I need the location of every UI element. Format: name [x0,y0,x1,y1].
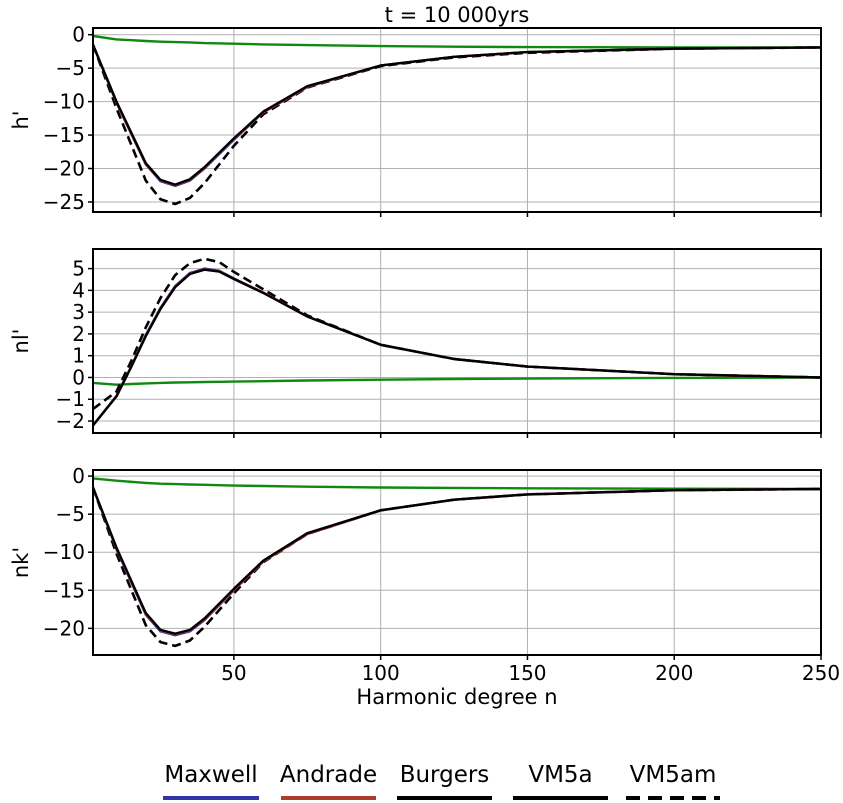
y-tick-label-1-4: 1 [72,344,85,368]
series-line-1-4 [93,376,821,386]
x-tick-label-3: 200 [655,661,693,685]
panels: 0−5−10−15−20−25h'543210−1−2nl'0−5−10−15−… [9,23,840,685]
y-tick-label-0-5: −25 [43,190,85,214]
axes-frame-2 [92,469,822,656]
y-tick-label-1-7: −2 [56,409,85,433]
axes-frame-0 [92,27,822,213]
y-tick-label-2-3: −15 [43,578,85,602]
legend-label-3: VM5a [528,762,592,788]
series-line-2-2 [93,487,821,635]
panel-0: 0 −5 −10 −15 −20 −25 h' [9,23,822,217]
y-tick-label-1-1: 4 [72,278,85,302]
x-tick-label-1: 100 [362,661,400,685]
y-tick-label-2-4: −20 [43,616,85,640]
legend-label-2: Burgers [400,762,490,788]
x-axis-label: Harmonic degree n [356,685,557,709]
series-line-2-0 [93,487,821,637]
y-tick-label-1-5: 0 [72,365,85,389]
y-tick-label-1-3: 2 [72,322,85,346]
series-line-0-2 [93,44,821,186]
series-group-1 [93,257,821,427]
y-axis-label-2: nk' [9,547,33,578]
x-tick-label-0: 50 [221,661,246,685]
y-tick-label-0-4: −20 [43,157,85,181]
y-tick-label-0-3: −15 [43,123,85,147]
x-tick-label-4: 250 [802,661,840,685]
series-line-1-0 [93,267,821,427]
x-tick-label-2: 150 [508,661,546,685]
axes-frame-1 [92,248,822,434]
legend-label-1: Andrade [280,762,377,788]
y-tick-label-0-1: −5 [56,56,85,80]
series-line-0-0 [93,44,821,188]
y-tick-label-0-2: −10 [43,90,85,114]
series-line-0-4 [93,34,821,49]
legend-label-0: Maxwell [164,762,257,788]
series-line-0-1 [93,44,821,187]
series-group-2 [93,477,821,648]
series-group-0 [93,34,821,206]
chart-title: t = 10 000yrs [385,3,530,27]
y-tick-label-1-6: −1 [56,387,85,411]
series-line-1-2 [93,268,821,427]
y-tick-label-1-0: 5 [72,257,85,281]
y-axis-label-1: nl' [9,329,33,354]
series-line-1-1 [93,268,821,427]
legend: Maxwell Andrade Burgers VM5a VM5am [163,762,720,800]
legend-label-4: VM5am [630,762,717,788]
y-tick-label-2-2: −10 [43,540,85,564]
series-line-2-4 [93,477,821,491]
panel-2: 0 −5 −10 −15 −20 50 100 150 200 250 nk' [9,464,840,685]
y-axis-label-0: h' [9,110,33,129]
y-tick-label-1-2: 3 [72,300,85,324]
y-tick-label-2-0: 0 [72,464,85,488]
y-tick-label-0-0: 0 [72,23,85,47]
y-tick-label-2-1: −5 [56,502,85,526]
series-line-2-1 [93,487,821,636]
